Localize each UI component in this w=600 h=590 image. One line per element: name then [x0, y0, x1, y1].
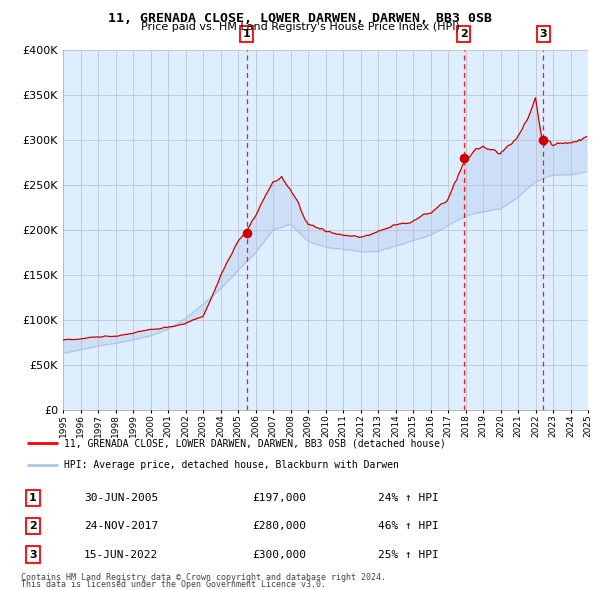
Text: 15-JUN-2022: 15-JUN-2022 [84, 550, 158, 559]
Text: 3: 3 [29, 550, 37, 559]
Text: Contains HM Land Registry data © Crown copyright and database right 2024.: Contains HM Land Registry data © Crown c… [21, 572, 386, 582]
Text: £300,000: £300,000 [252, 550, 306, 559]
Text: 1: 1 [29, 493, 37, 503]
Text: This data is licensed under the Open Government Licence v3.0.: This data is licensed under the Open Gov… [21, 579, 326, 589]
Text: 46% ↑ HPI: 46% ↑ HPI [378, 522, 439, 531]
Text: 30-JUN-2005: 30-JUN-2005 [84, 493, 158, 503]
Text: 2: 2 [29, 522, 37, 531]
Text: 11, GRENADA CLOSE, LOWER DARWEN, DARWEN, BB3 0SB (detached house): 11, GRENADA CLOSE, LOWER DARWEN, DARWEN,… [64, 438, 446, 448]
Text: 3: 3 [539, 29, 547, 39]
Text: 24-NOV-2017: 24-NOV-2017 [84, 522, 158, 531]
Text: 25% ↑ HPI: 25% ↑ HPI [378, 550, 439, 559]
Text: 2: 2 [460, 29, 467, 39]
Text: 24% ↑ HPI: 24% ↑ HPI [378, 493, 439, 503]
Text: £197,000: £197,000 [252, 493, 306, 503]
Text: 1: 1 [242, 29, 250, 39]
Text: Price paid vs. HM Land Registry's House Price Index (HPI): Price paid vs. HM Land Registry's House … [140, 22, 460, 32]
Point [539, 135, 548, 145]
Text: £280,000: £280,000 [252, 522, 306, 531]
Point [242, 228, 251, 238]
Text: 11, GRENADA CLOSE, LOWER DARWEN, DARWEN, BB3 0SB: 11, GRENADA CLOSE, LOWER DARWEN, DARWEN,… [108, 12, 492, 25]
Point [459, 153, 469, 163]
Text: HPI: Average price, detached house, Blackburn with Darwen: HPI: Average price, detached house, Blac… [64, 460, 398, 470]
